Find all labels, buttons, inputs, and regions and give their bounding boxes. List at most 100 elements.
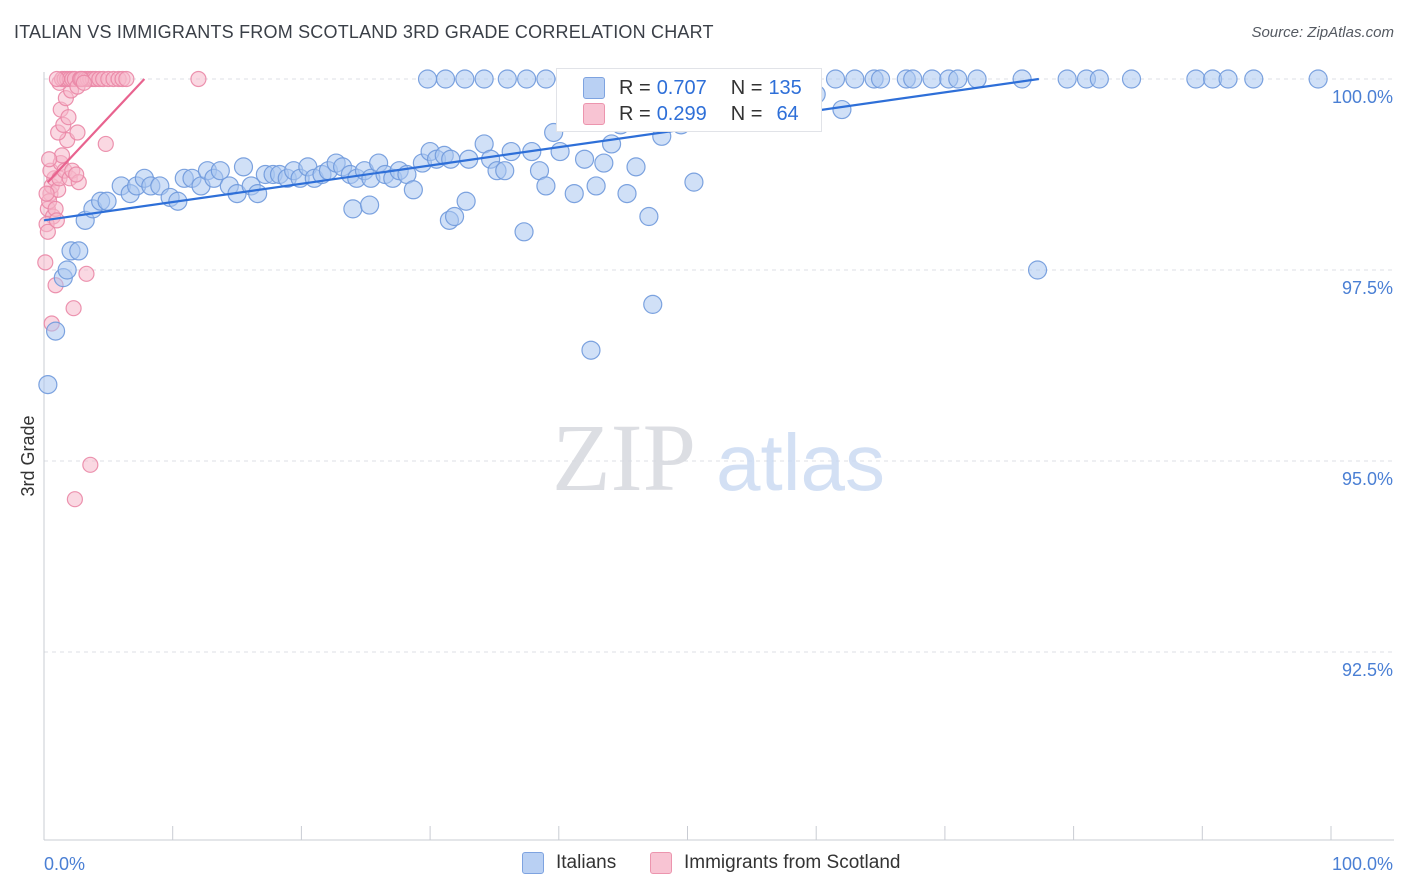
scotland-point-60: [38, 185, 55, 202]
italians-point-122: [1308, 69, 1328, 89]
legend-row-italians: R = 0.707 N = 135: [583, 75, 802, 101]
y-tick-label-2: 95.0%: [1342, 469, 1393, 489]
series-legend: Italians Immigrants from Scotland: [0, 852, 1406, 876]
legend-n-value: 135: [768, 76, 802, 99]
x-tick-label-max: 100.0%: [1332, 854, 1393, 874]
legend-row-scotland: R = 0.299 N = 64: [583, 101, 799, 127]
italians-point-120: [1218, 69, 1238, 89]
legend-n-label: N =: [730, 76, 763, 99]
italians-point-3: [57, 260, 77, 280]
italians-point-80: [581, 340, 601, 360]
legend-item-italians: Italians: [522, 852, 616, 874]
italians-point-26: [233, 157, 254, 177]
italians-point-108: [922, 69, 942, 89]
legend-label-italians: Italians: [556, 852, 617, 873]
italians-point-87: [639, 206, 659, 227]
source-credit: Source: ZipAtlas.com: [1251, 24, 1394, 41]
zipatlas-watermark: ZIP atlas: [552, 404, 885, 511]
italians-point-91: [684, 172, 704, 192]
y-tick-labels: 100.0% 97.5% 95.0% 92.5%: [1332, 87, 1393, 680]
scotland-point-48: [97, 135, 114, 153]
italians-point-107: [903, 69, 923, 89]
italians-point-125: [536, 69, 556, 89]
italians-point-111: [967, 69, 987, 89]
scotland-point-58: [68, 166, 85, 183]
y-tick-label-3: 92.5%: [1342, 660, 1393, 680]
italians-point-57: [435, 69, 456, 89]
legend-r-value: 0.707: [656, 76, 707, 99]
italians-point-58: [455, 69, 475, 89]
legend-item-scotland: Immigrants from Scotland: [650, 852, 900, 874]
scotland-points: [37, 70, 207, 508]
italians-point-116: [1089, 69, 1109, 89]
italians-point-55: [441, 149, 461, 169]
legend-r-label: R =: [619, 102, 651, 125]
legend-label-scotland: Immigrants from Scotland: [684, 852, 901, 873]
italians-point-56: [417, 69, 438, 89]
scotland-point-57: [48, 70, 65, 88]
italians-point-61: [360, 195, 380, 215]
italians-point-59: [474, 69, 494, 89]
legend-r-label: R =: [619, 76, 651, 99]
italians-point-5: [69, 241, 89, 261]
italians-point-71: [514, 222, 534, 242]
italians-point-28: [248, 184, 268, 204]
italians-point-63: [444, 206, 465, 227]
italians-point-79: [574, 149, 595, 169]
italians-point-121: [1244, 69, 1264, 89]
legend-r-value: 0.299: [656, 102, 707, 125]
scotland-point-59: [190, 70, 207, 88]
correlation-legend: R = 0.707 N = 135 R = 0.299 N = 64: [556, 68, 822, 132]
italians-point-101: [825, 69, 846, 89]
scotland-point-8: [39, 223, 56, 240]
italians-point-124: [517, 69, 537, 89]
scotland-point-52: [82, 456, 99, 473]
italians-point-110: [948, 69, 968, 89]
watermark-atlas: atlas: [716, 418, 885, 507]
italians-point-83: [601, 134, 622, 154]
scotland-trend-line: [47, 78, 146, 183]
italians-point-103: [845, 69, 865, 89]
italians-point-105: [870, 69, 891, 89]
italians-point-82: [594, 153, 614, 173]
italians-point-85: [617, 184, 637, 204]
scotland-point-49: [69, 124, 86, 141]
italians-point-70: [501, 141, 521, 162]
italians-point-60: [343, 199, 363, 219]
italians-point-88: [643, 294, 663, 314]
y-axis-label: 3rd Grade: [18, 415, 38, 496]
watermark-zip: ZIP: [552, 404, 696, 511]
chart-title: ITALIAN VS IMMIGRANTS FROM SCOTLAND 3RD …: [14, 22, 714, 42]
scotland-point-47: [118, 70, 135, 88]
italians-point-23: [210, 161, 230, 181]
x-tick-label-min: 0.0%: [44, 854, 85, 874]
scotland-point-51: [65, 300, 82, 317]
scotland-point-50: [78, 265, 95, 282]
legend-swatch-pink: [650, 852, 672, 874]
italians-point-102: [832, 99, 852, 120]
italians-point-64: [456, 191, 476, 211]
y-tick-label-0: 100.0%: [1332, 87, 1393, 107]
scotland-point-61: [41, 151, 58, 168]
italians-point-78: [564, 184, 584, 204]
legend-swatch-blue: [583, 77, 605, 99]
italians-point-1: [45, 321, 66, 341]
italians-point-117: [1121, 69, 1142, 89]
legend-swatch-blue: [522, 852, 544, 874]
scotland-point-24: [60, 109, 77, 126]
italians-point-0: [38, 375, 58, 395]
scotland-point-63: [75, 74, 92, 91]
italians-point-86: [626, 157, 646, 177]
italians-point-74: [536, 176, 556, 196]
scotland-point-0: [37, 254, 54, 271]
legend-n-value: 64: [776, 102, 799, 125]
x-tick-labels: 0.0% 100.0%: [44, 854, 1393, 874]
italians-point-123: [497, 69, 517, 89]
italians-point-9: [97, 191, 117, 211]
legend-n-label: N =: [730, 102, 763, 125]
legend-swatch-pink: [583, 103, 605, 125]
italians-trend-line: [43, 77, 1040, 222]
italians-point-113: [1027, 260, 1048, 280]
italians-point-50: [403, 180, 423, 200]
